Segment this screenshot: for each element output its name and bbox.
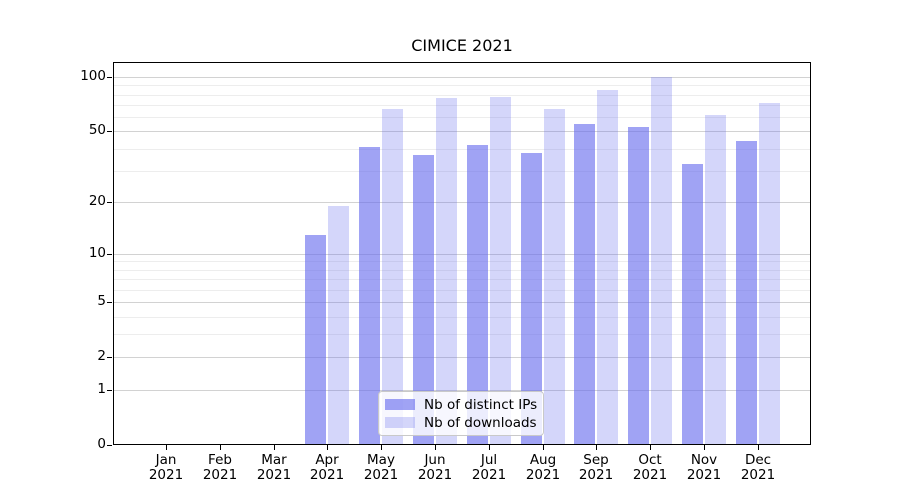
x-tick-mark (274, 445, 275, 450)
x-tick-mark (650, 445, 651, 450)
x-tick-mark (220, 445, 221, 450)
x-tick-label: Oct 2021 (632, 452, 668, 483)
x-tick-mark (489, 445, 490, 450)
x-tick-label: Jun 2021 (417, 452, 453, 483)
y-tick-mark (107, 202, 112, 203)
x-tick-mark (166, 445, 167, 450)
gridline-minor (113, 270, 811, 271)
y-tick-label: 20 (88, 193, 106, 209)
legend-swatch-distinct-ips (385, 399, 415, 410)
bar-downloads (382, 109, 403, 445)
gridline-minor (113, 261, 811, 262)
bar-downloads (328, 206, 349, 445)
y-tick-label: 100 (80, 68, 106, 84)
y-tick-label: 0 (97, 436, 106, 452)
gridline-minor (113, 334, 811, 335)
x-tick-label: Dec 2021 (740, 452, 776, 483)
gridline-major (113, 390, 811, 391)
y-tick-mark (107, 390, 112, 391)
bar-distinct-ips (467, 145, 488, 445)
gridline-minor (113, 290, 811, 291)
x-tick-label: Nov 2021 (686, 452, 722, 483)
y-tick-label: 50 (88, 122, 106, 138)
y-tick-mark (107, 131, 112, 132)
gridline-major (113, 77, 811, 78)
y-tick-label: 2 (97, 348, 106, 364)
y-tick-label: 1 (97, 381, 106, 397)
bar-distinct-ips (359, 147, 380, 445)
x-tick-label: Jan 2021 (148, 452, 184, 483)
y-tick-label: 10 (88, 245, 106, 261)
x-tick-label: Mar 2021 (256, 452, 292, 483)
x-tick-label: Apr 2021 (309, 452, 345, 483)
x-tick-label: Aug 2021 (525, 452, 561, 483)
bar-distinct-ips (521, 153, 542, 445)
legend-item: Nb of downloads (385, 414, 537, 431)
bar-distinct-ips (682, 164, 703, 445)
x-tick-mark (327, 445, 328, 450)
chart-title: CIMICE 2021 (411, 36, 513, 55)
y-tick-mark (107, 445, 112, 446)
gridline-minor (113, 117, 811, 118)
bar-distinct-ips (413, 155, 434, 445)
bar-downloads (705, 115, 726, 445)
gridline-major (113, 357, 811, 358)
y-tick-label: 5 (97, 293, 106, 309)
plot-area: Nb of distinct IPs Nb of downloads (113, 62, 811, 445)
x-tick-label: May 2021 (363, 452, 399, 483)
bar-downloads (436, 98, 457, 445)
x-tick-mark (704, 445, 705, 450)
bar-downloads (597, 90, 618, 445)
bar-distinct-ips (628, 127, 649, 445)
x-tick-label: Sep 2021 (578, 452, 614, 483)
legend-label: Nb of downloads (424, 414, 537, 431)
bar-downloads (544, 109, 565, 445)
gridline-major (113, 202, 811, 203)
gridline-minor (113, 95, 811, 96)
gridline-minor (113, 105, 811, 106)
bar-distinct-ips (574, 124, 595, 445)
gridline-major (113, 131, 811, 132)
y-tick-mark (107, 254, 112, 255)
bar-downloads (651, 77, 672, 445)
gridline-minor (113, 317, 811, 318)
bar-distinct-ips (305, 235, 326, 445)
x-tick-mark (596, 445, 597, 450)
bar-downloads (759, 103, 780, 445)
gridline-minor (113, 279, 811, 280)
x-tick-mark (381, 445, 382, 450)
gridline-major (113, 302, 811, 303)
legend-label: Nb of distinct IPs (424, 396, 538, 413)
gridline-minor (113, 171, 811, 172)
legend-item: Nb of distinct IPs (385, 396, 537, 413)
x-tick-label: Feb 2021 (202, 452, 238, 483)
bar-distinct-ips (736, 141, 757, 445)
legend: Nb of distinct IPs Nb of downloads (378, 391, 544, 436)
x-tick-mark (435, 445, 436, 450)
bar-downloads (490, 97, 511, 445)
legend-swatch-downloads (385, 417, 415, 428)
x-tick-label: Jul 2021 (471, 452, 507, 483)
gridline-minor (113, 149, 811, 150)
x-tick-mark (543, 445, 544, 450)
x-tick-mark (758, 445, 759, 450)
y-tick-mark (107, 302, 112, 303)
y-tick-mark (107, 357, 112, 358)
gridline-minor (113, 85, 811, 86)
y-tick-mark (107, 77, 112, 78)
gridline-major (113, 254, 811, 255)
